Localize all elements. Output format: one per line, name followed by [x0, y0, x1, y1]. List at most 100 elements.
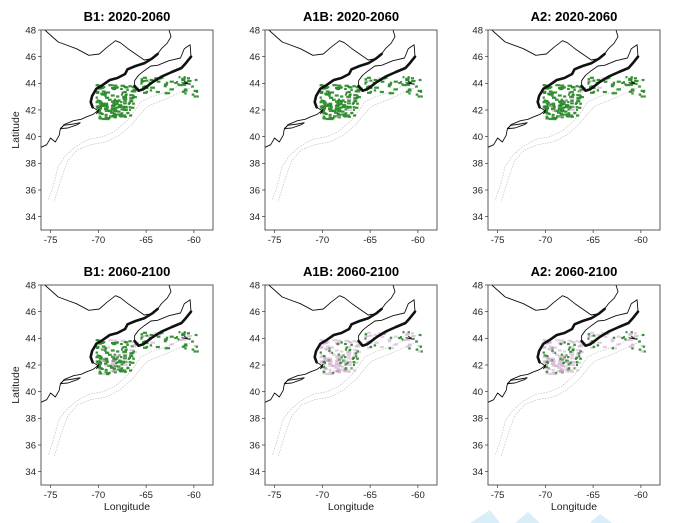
habitat-cell [336, 84, 342, 87]
habitat-cell [97, 364, 102, 367]
habitat-cell [178, 84, 183, 87]
map-layers [265, 285, 423, 456]
habitat-cell [347, 370, 351, 373]
habitat-cell [328, 94, 331, 97]
habitat-cell [559, 355, 565, 358]
habitat-cell [596, 333, 601, 337]
habitat-cell [169, 88, 174, 91]
habitat-cell [344, 84, 350, 87]
map-layers [265, 30, 423, 201]
habitat-cell [117, 113, 122, 116]
habitat-cell [417, 95, 421, 98]
habitat-cell [347, 99, 351, 102]
habitat-cell [353, 354, 357, 357]
habitat-cell [163, 338, 168, 341]
habitat-cell [545, 117, 550, 120]
habitat-cell [320, 354, 324, 357]
habitat-cell [191, 85, 194, 88]
habitat-cell [559, 102, 563, 105]
habitat-cell [575, 340, 579, 343]
habitat-cell [578, 106, 582, 109]
y-tick-label: 42 [472, 105, 483, 116]
habitat-cell [97, 109, 102, 112]
habitat-cell [405, 77, 410, 80]
habitat-cell [124, 349, 128, 352]
habitat-cell [117, 106, 122, 109]
y-tick-label: 48 [25, 280, 36, 291]
map-frame [40, 29, 214, 231]
habitat-cell [328, 359, 333, 362]
habitat-cell [356, 357, 359, 360]
habitat-cell [112, 367, 117, 370]
habitat-cell [408, 347, 411, 350]
habitat-cell [589, 341, 593, 344]
habitat-cell [98, 100, 102, 103]
shelf-contour [272, 79, 420, 200]
habitat-cell [401, 83, 404, 86]
habitat-cell [630, 344, 635, 347]
habitat-cell [123, 357, 127, 360]
x-tick-label: -70 [538, 490, 552, 501]
habitat-cell [367, 346, 372, 349]
habitat-cell [350, 366, 354, 369]
habitat-cell [346, 363, 352, 366]
habitat-cell [547, 112, 551, 116]
habitat-cell [570, 357, 574, 360]
habitat-cell [126, 88, 129, 91]
habitat-cell [561, 357, 565, 360]
habitat-cell [568, 91, 571, 94]
habitat-cell [98, 372, 103, 375]
habitat-cell [191, 340, 194, 343]
habitat-cell [567, 356, 570, 359]
habitat-cell [319, 91, 324, 94]
habitat-cell [344, 112, 348, 115]
y-tick-label: 36 [25, 440, 36, 451]
habitat-cell [347, 115, 351, 118]
habitat-cell [570, 115, 574, 118]
habitat-cell [322, 100, 326, 103]
habitat-cell [322, 372, 327, 375]
habitat-cell [576, 349, 581, 352]
habitat-cell [573, 111, 577, 114]
habitat-cell [340, 95, 344, 98]
habitat-cell [112, 100, 118, 103]
habitat-cell [319, 351, 322, 354]
habitat-cell [115, 354, 121, 357]
habitat-cell [163, 340, 167, 343]
habitat-cell [552, 346, 558, 349]
habitat-cell [625, 76, 628, 79]
habitat-cell [567, 339, 573, 342]
habitat-cell [346, 369, 350, 372]
x-tick-label: -75 [268, 235, 282, 246]
panel-title: A2: 2060-2100 [531, 264, 618, 279]
habitat-cell [332, 339, 337, 342]
habitat-cell [380, 335, 385, 338]
habitat-cell [322, 357, 326, 360]
habitat-cell [145, 334, 149, 337]
habitat-cell [127, 102, 130, 105]
habitat-cell [334, 107, 340, 110]
habitat-cell [590, 91, 595, 94]
y-tick-label: 48 [25, 25, 36, 36]
coastline [491, 285, 599, 316]
habitat-cell [553, 118, 557, 121]
habitat-cell [407, 344, 412, 347]
habitat-cell [570, 361, 575, 364]
x-tick-label: -60 [187, 235, 201, 246]
habitat-cell [405, 345, 409, 348]
habitat-cell [575, 106, 579, 109]
habitat-cell [356, 102, 359, 105]
habitat-cell [642, 345, 645, 348]
habitat-cell [592, 345, 596, 348]
habitat-cell [113, 353, 116, 356]
habitat-cell [555, 370, 561, 373]
habitat-cell [640, 350, 644, 353]
habitat-cell [120, 367, 124, 370]
habitat-cell [165, 81, 169, 84]
habitat-cell [116, 341, 119, 344]
y-tick-label: 44 [472, 334, 483, 345]
habitat-cell [411, 334, 416, 338]
habitat-cell [369, 345, 373, 348]
habitat-cell [181, 338, 187, 341]
map-panel-b1-2020: B1: 2020-2060 34 36 38 40 42 44 46 48 -75 -70 -65 -6… [10, 9, 214, 246]
